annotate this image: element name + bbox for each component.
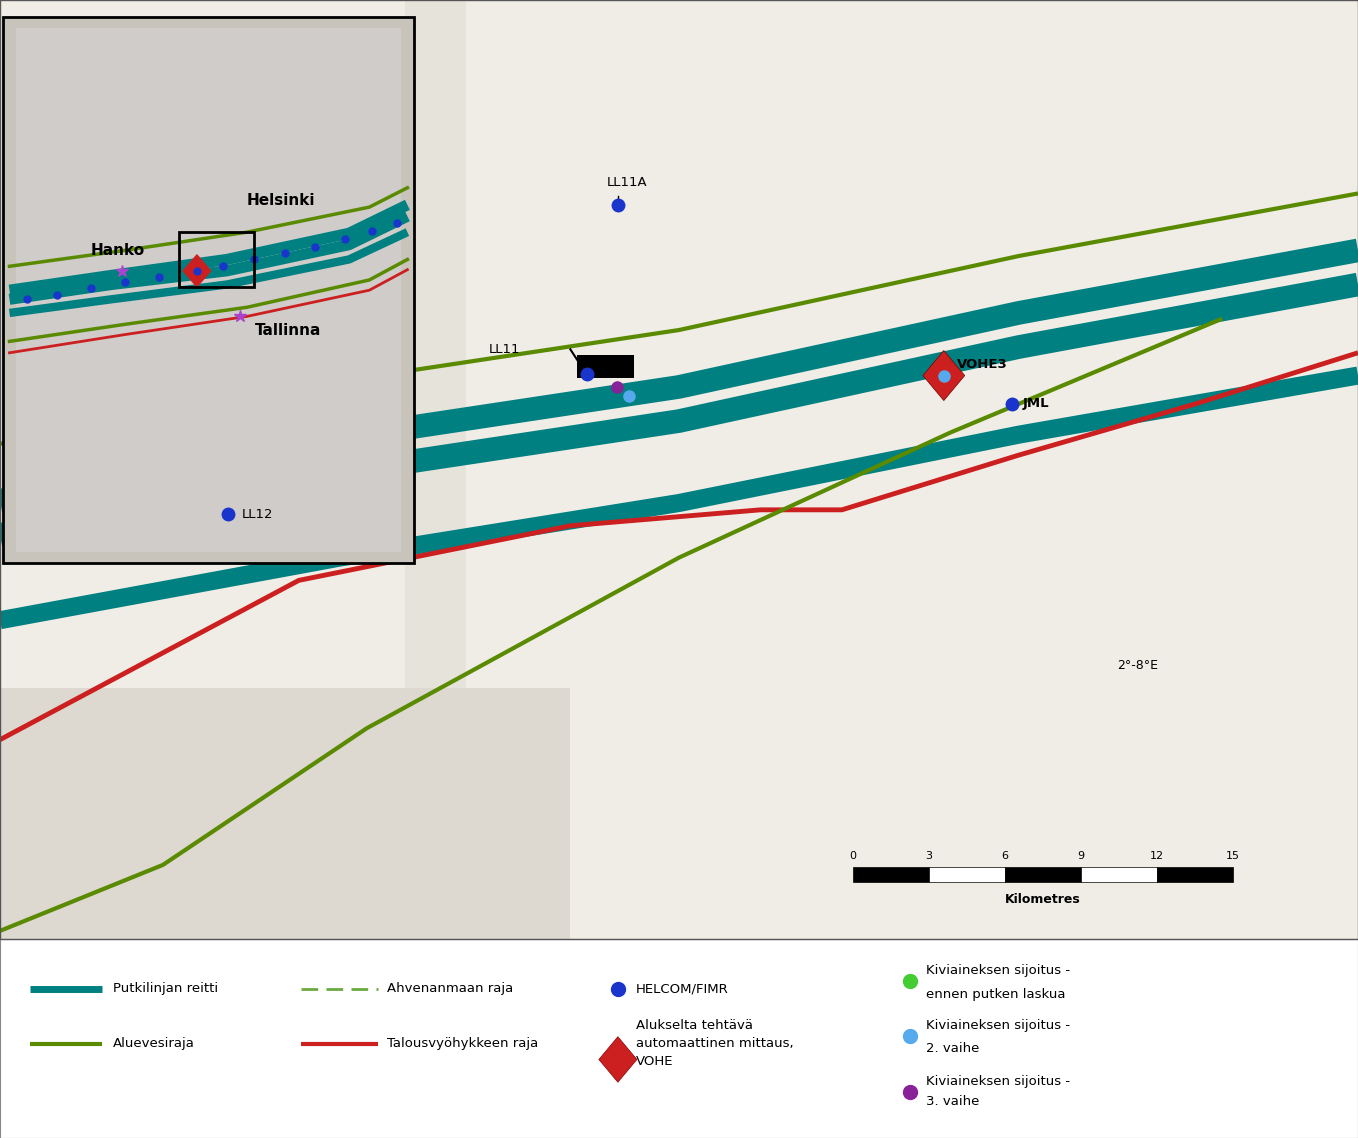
Text: VOHE: VOHE: [636, 1055, 674, 1069]
Bar: [929, 867, 1005, 882]
Text: 3. vaihe: 3. vaihe: [926, 1095, 979, 1108]
Text: HELCOM/FIMR: HELCOM/FIMR: [636, 982, 728, 996]
Text: 15: 15: [1226, 851, 1240, 861]
Polygon shape: [183, 255, 210, 287]
Text: Kiviaineksen sijoitus -: Kiviaineksen sijoitus -: [926, 1019, 1070, 1032]
Text: automaattinen mittaus,: automaattinen mittaus,: [636, 1037, 793, 1050]
Bar: [3, 17, 414, 563]
Text: 6: 6: [1001, 851, 1009, 861]
Text: Kilometres: Kilometres: [1005, 893, 1081, 906]
Text: 3: 3: [925, 851, 933, 861]
Polygon shape: [599, 1037, 637, 1082]
Bar: [1081, 867, 1157, 882]
Bar: [405, 0, 466, 939]
Bar: [16, 28, 401, 552]
Text: 12: 12: [1150, 851, 1164, 861]
Bar: [1005, 867, 1081, 882]
Text: Helsinki: Helsinki: [247, 192, 315, 208]
Text: Kiviaineksen sijoitus -: Kiviaineksen sijoitus -: [926, 1074, 1070, 1088]
Text: Tallinna: Tallinna: [255, 322, 320, 338]
Text: 2°-8°E: 2°-8°E: [1118, 659, 1158, 673]
Polygon shape: [923, 351, 964, 401]
Text: 2. vaihe: 2. vaihe: [926, 1041, 979, 1055]
Text: LL11A: LL11A: [607, 176, 648, 189]
Text: Ahvenanmaan raja: Ahvenanmaan raja: [387, 982, 513, 996]
Text: 9: 9: [1077, 851, 1085, 861]
Text: Alukselta tehtävä: Alukselta tehtävä: [636, 1019, 752, 1032]
Bar: [179, 232, 254, 287]
Text: Putkilinjan reitti: Putkilinjan reitti: [113, 982, 217, 996]
Bar: [0, 0, 1358, 939]
Bar: [577, 355, 634, 378]
Bar: [0, 0, 1358, 939]
Text: JML: JML: [1023, 397, 1050, 411]
Text: Aluevesiraja: Aluevesiraja: [113, 1037, 194, 1050]
Bar: [1157, 867, 1233, 882]
Text: Kiviaineksen sijoitus -: Kiviaineksen sijoitus -: [926, 964, 1070, 978]
Text: 0: 0: [849, 851, 857, 861]
Text: VOHE3: VOHE3: [957, 357, 1008, 371]
Text: LL11: LL11: [489, 343, 520, 356]
Bar: [0, 688, 570, 939]
Text: ennen putken laskua: ennen putken laskua: [926, 988, 1066, 1001]
Bar: [853, 867, 929, 882]
Text: Hanko: Hanko: [91, 242, 145, 258]
Text: Talousvyöhykkeen raja: Talousvyöhykkeen raja: [387, 1037, 538, 1050]
Bar: [0, 939, 1358, 1138]
Text: LL12: LL12: [242, 508, 273, 521]
